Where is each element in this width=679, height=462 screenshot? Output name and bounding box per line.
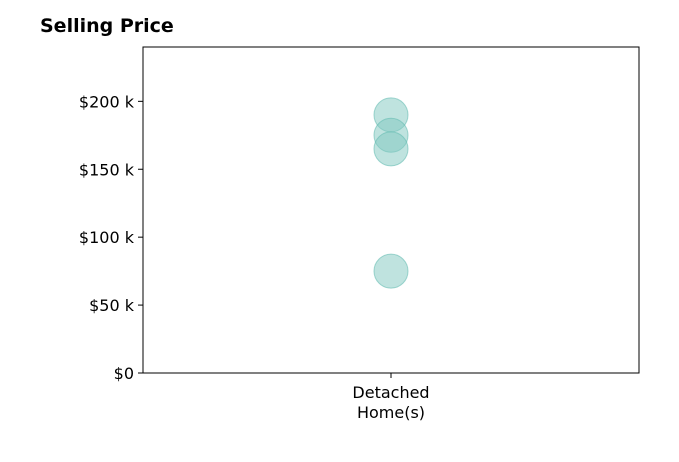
- data-point: [373, 131, 409, 167]
- y-tick-label: $150 k: [79, 160, 135, 179]
- y-tick-label: $200 k: [79, 92, 135, 111]
- points-layer: [373, 97, 409, 289]
- x-tick-label: Home(s): [357, 403, 425, 422]
- y-tick-label: $50 k: [89, 296, 135, 315]
- x-tick-label: Detached: [352, 383, 429, 402]
- data-point: [373, 253, 409, 289]
- chart-title: Selling Price: [40, 15, 174, 37]
- y-tick-label: $0: [114, 364, 134, 383]
- plot-frame: [142, 46, 640, 374]
- y-tick-label: $100 k: [79, 228, 135, 247]
